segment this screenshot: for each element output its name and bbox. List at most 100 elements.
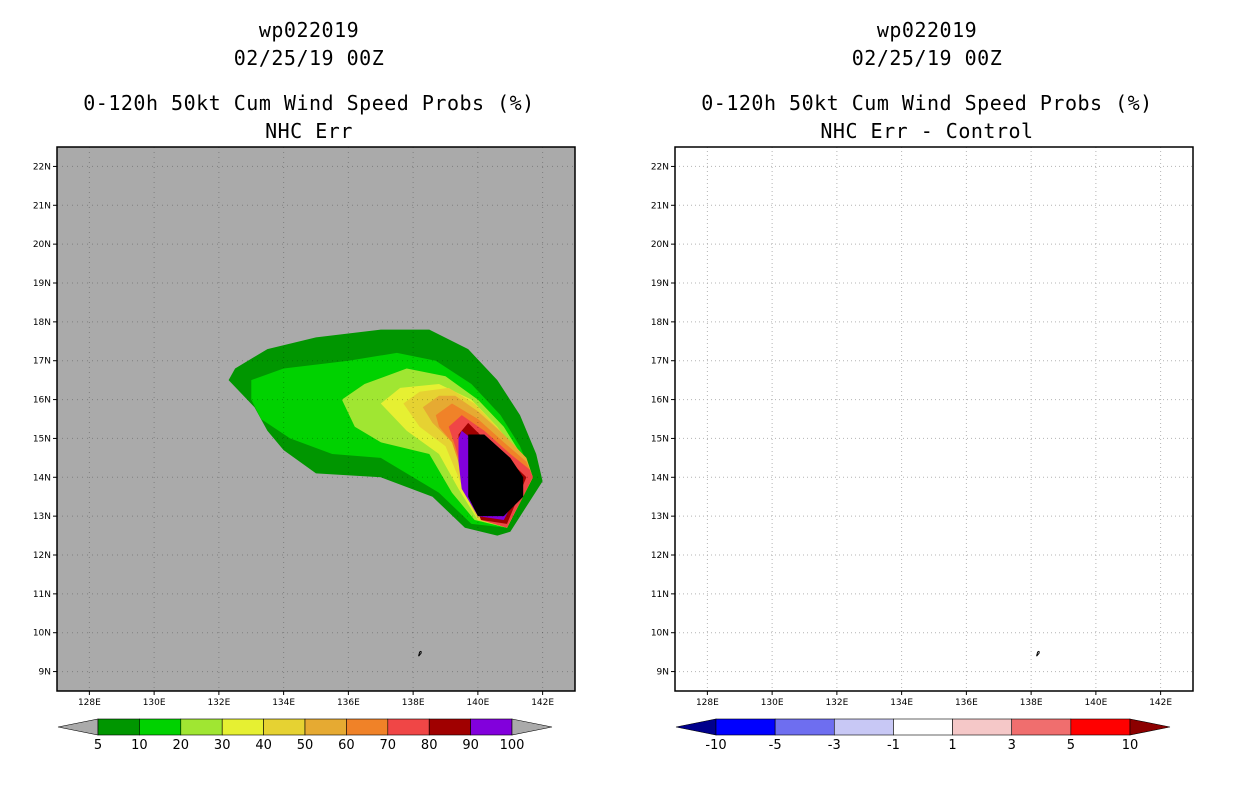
- y-tick-label: 15N: [651, 434, 669, 444]
- y-tick-label: 16N: [33, 396, 51, 406]
- colorbar-label: 100: [500, 738, 525, 753]
- y-tick-label: 20N: [651, 240, 669, 250]
- colorbar-swatch: [221, 718, 264, 736]
- y-tick-label: 12N: [33, 551, 51, 561]
- y-tick-label: 10N: [651, 629, 669, 639]
- colorbar-swatch: [774, 718, 835, 736]
- island-marker: [418, 650, 422, 657]
- product-title: 0-120h 50kt Cum Wind Speed Probs (%): [83, 91, 535, 115]
- y-tick-label: 11N: [33, 590, 51, 600]
- subtitle: NHC Err - Control: [820, 119, 1034, 143]
- island-marker: [1036, 650, 1040, 657]
- colorbar-label: 80: [421, 738, 438, 753]
- subtitle: NHC Err: [265, 119, 353, 143]
- y-tick-label: 22N: [33, 162, 51, 172]
- colorbar-label: 50: [297, 738, 314, 753]
- colorbar-swatch: [346, 718, 389, 736]
- datetime-title: 02/25/19 00Z: [851, 46, 1003, 70]
- plot-frame: [674, 146, 1194, 692]
- colorbar-label: 3: [1008, 738, 1016, 753]
- plot-frame: [56, 146, 576, 692]
- datetime-title: 02/25/19 00Z: [233, 46, 385, 70]
- colorbar-swatch: [180, 718, 223, 736]
- colorbar-swatch: [263, 718, 306, 736]
- colorbar-label: -1: [887, 738, 900, 753]
- colorbar-label: -5: [769, 738, 782, 753]
- y-tick-label: 13N: [33, 512, 51, 522]
- x-tick-label: 142E: [1149, 698, 1172, 708]
- right-panel: wp022019 02/25/19 00Z 0-120h 50kt Cum Wi…: [618, 0, 1236, 800]
- colorbar-swatch: [893, 718, 953, 736]
- x-tick-label: 138E: [1020, 698, 1043, 708]
- left-panel: wp022019 02/25/19 00Z 0-120h 50kt Cum Wi…: [33, 18, 576, 753]
- colorbar-label: 1: [948, 738, 956, 753]
- y-tick-label: 16N: [651, 396, 669, 406]
- y-tick-label: 21N: [33, 201, 51, 211]
- difference-map-chart: 128E 130E 132E 134E 136E 138E 140E 142E 9N 10N 11N…: [651, 146, 1194, 753]
- y-tick-label: 19N: [651, 279, 669, 289]
- x-tick-label: 134E: [272, 698, 295, 708]
- colorbar-label: 70: [380, 738, 397, 753]
- x-tick-label: 140E: [1084, 698, 1107, 708]
- x-tick-label: 138E: [402, 698, 425, 708]
- y-tick-label: 12N: [651, 551, 669, 561]
- colorbar-over-arrow: [1129, 718, 1171, 736]
- colorbar-label: 30: [214, 738, 231, 753]
- y-tick-label: 9N: [657, 668, 669, 678]
- y-tick-label: 18N: [651, 318, 669, 328]
- y-tick-label: 20N: [33, 240, 51, 250]
- colorbar-under-arrow: [57, 718, 99, 736]
- y-tick-label: 19N: [33, 279, 51, 289]
- colorbar-label: 10: [131, 738, 148, 753]
- storm-id-title: wp022019: [258, 18, 360, 42]
- probability-map-chart: 128E 130E 132E 134E 136E 138E 140E 142E 9N 10N 11N…: [33, 146, 576, 753]
- colorbar-swatch: [715, 718, 776, 736]
- colorbar-label: 40: [255, 738, 272, 753]
- colorbar-swatch: [1070, 718, 1131, 736]
- colorbar-swatch: [952, 718, 1013, 736]
- colorbar-swatch: [139, 718, 182, 736]
- colorbar-swatch: [470, 718, 513, 736]
- x-tick-label: 128E: [696, 698, 719, 708]
- colorbar-swatch: [428, 718, 471, 736]
- y-tick-label: 9N: [39, 668, 51, 678]
- colorbar-label: 90: [462, 738, 479, 753]
- contour-level-100: [468, 434, 524, 517]
- colorbar-label: 5: [94, 738, 102, 753]
- y-tick-label: 22N: [651, 162, 669, 172]
- y-tick-label: 11N: [651, 590, 669, 600]
- plot-background: [675, 147, 1193, 691]
- colorbar-swatch: [97, 718, 140, 736]
- colorbar-label: -3: [828, 738, 841, 753]
- x-tick-label: 140E: [466, 698, 489, 708]
- x-tick-label: 128E: [78, 698, 101, 708]
- y-tick-label: 14N: [33, 473, 51, 483]
- y-tick-label: 18N: [33, 318, 51, 328]
- x-tick-label: 132E: [207, 698, 230, 708]
- x-tick-label: 130E: [761, 698, 784, 708]
- colorbar-label: 60: [338, 738, 355, 753]
- colorbar-label: 5: [1067, 738, 1075, 753]
- y-tick-label: 17N: [33, 357, 51, 367]
- colorbar-under-arrow: [675, 718, 717, 736]
- colorbar-over-arrow: [511, 718, 553, 736]
- colorbar-swatch: [304, 718, 347, 736]
- colorbar-swatch: [1011, 718, 1072, 736]
- product-title: 0-120h 50kt Cum Wind Speed Probs (%): [701, 91, 1153, 115]
- x-tick-label: 132E: [825, 698, 848, 708]
- x-tick-label: 136E: [337, 698, 360, 708]
- colorbar-label: 10: [1122, 738, 1139, 753]
- y-tick-label: 13N: [651, 512, 669, 522]
- x-tick-label: 130E: [143, 698, 166, 708]
- y-tick-label: 15N: [33, 434, 51, 444]
- x-tick-label: 142E: [531, 698, 554, 708]
- colorbar-label: 20: [173, 738, 190, 753]
- x-tick-label: 136E: [955, 698, 978, 708]
- storm-id-title: wp022019: [876, 18, 978, 42]
- x-tick-label: 134E: [890, 698, 913, 708]
- y-tick-label: 14N: [651, 473, 669, 483]
- colorbar-swatch: [387, 718, 430, 736]
- y-tick-label: 17N: [651, 357, 669, 367]
- y-tick-label: 10N: [33, 629, 51, 639]
- colorbar-label: -10: [705, 738, 726, 753]
